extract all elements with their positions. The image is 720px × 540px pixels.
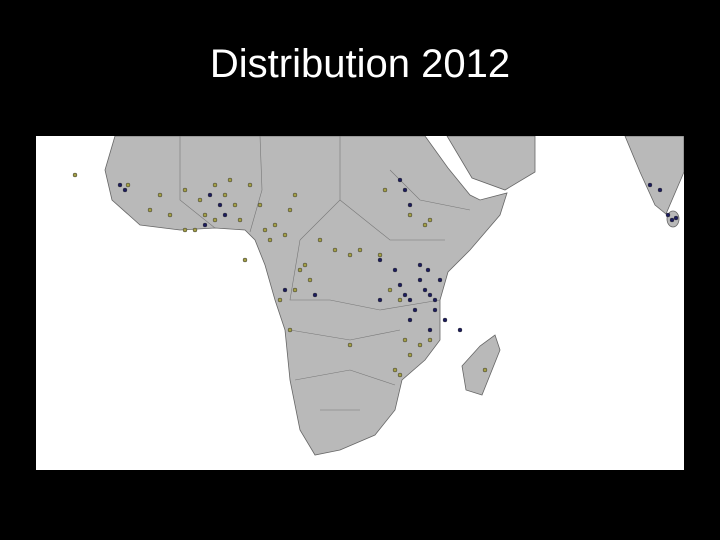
border (289, 239, 441, 311)
point (377, 252, 383, 258)
point (207, 192, 213, 198)
point (377, 297, 383, 303)
point (242, 257, 248, 263)
border (179, 136, 216, 229)
point (282, 232, 288, 238)
arabia (446, 136, 536, 191)
point (422, 287, 428, 293)
point (307, 277, 313, 283)
point (669, 217, 675, 223)
point (292, 192, 298, 198)
border (294, 369, 396, 386)
border (339, 199, 445, 241)
point (407, 297, 413, 303)
point (442, 317, 448, 323)
point (425, 267, 431, 273)
point (122, 187, 128, 193)
point (417, 262, 423, 268)
point (192, 227, 198, 233)
point (402, 337, 408, 343)
point (407, 317, 413, 323)
border (249, 136, 263, 233)
point (302, 262, 308, 268)
point (147, 207, 153, 213)
point (397, 372, 403, 378)
point (397, 297, 403, 303)
point (392, 267, 398, 273)
point (457, 327, 463, 333)
border (289, 329, 401, 341)
slide-title: Distribution 2012 (209, 42, 511, 86)
point (317, 237, 323, 243)
point (237, 217, 243, 223)
point (647, 182, 653, 188)
point (673, 215, 679, 221)
point (117, 182, 123, 188)
occurrence-points (72, 172, 679, 378)
point (257, 202, 263, 208)
point (72, 172, 78, 178)
point (422, 222, 428, 228)
point (125, 182, 131, 188)
point (267, 237, 273, 243)
point (287, 207, 293, 213)
point (427, 217, 433, 223)
point (167, 212, 173, 218)
point (402, 187, 408, 193)
point (412, 307, 418, 313)
point (182, 187, 188, 193)
point (262, 227, 268, 233)
point (347, 252, 353, 258)
point (202, 212, 208, 218)
point (657, 187, 663, 193)
point (407, 212, 413, 218)
point (397, 282, 403, 288)
point (482, 367, 488, 373)
point (407, 352, 413, 358)
point (432, 307, 438, 313)
point (432, 297, 438, 303)
point (227, 177, 233, 183)
point (402, 292, 408, 298)
point (427, 292, 433, 298)
point (347, 342, 353, 348)
point (357, 247, 363, 253)
madagascar (461, 334, 501, 396)
point (272, 222, 278, 228)
point (437, 277, 443, 283)
point (247, 182, 253, 188)
point (407, 202, 413, 208)
map (36, 136, 684, 470)
point (287, 327, 293, 333)
point (392, 367, 398, 373)
point (222, 212, 228, 218)
point (197, 197, 203, 203)
point (202, 222, 208, 228)
point (217, 202, 223, 208)
point (212, 182, 218, 188)
point (382, 187, 388, 193)
point (182, 227, 188, 233)
point (427, 337, 433, 343)
point (232, 202, 238, 208)
point (212, 217, 218, 223)
point (282, 287, 288, 293)
point (292, 287, 298, 293)
point (222, 192, 228, 198)
borders (179, 136, 471, 411)
point (665, 212, 671, 218)
point (297, 267, 303, 273)
point (277, 297, 283, 303)
point (417, 277, 423, 283)
point (417, 342, 423, 348)
point (397, 177, 403, 183)
point (157, 192, 163, 198)
point (387, 287, 393, 293)
point (377, 257, 383, 263)
point (312, 292, 318, 298)
point (332, 247, 338, 253)
point (427, 327, 433, 333)
